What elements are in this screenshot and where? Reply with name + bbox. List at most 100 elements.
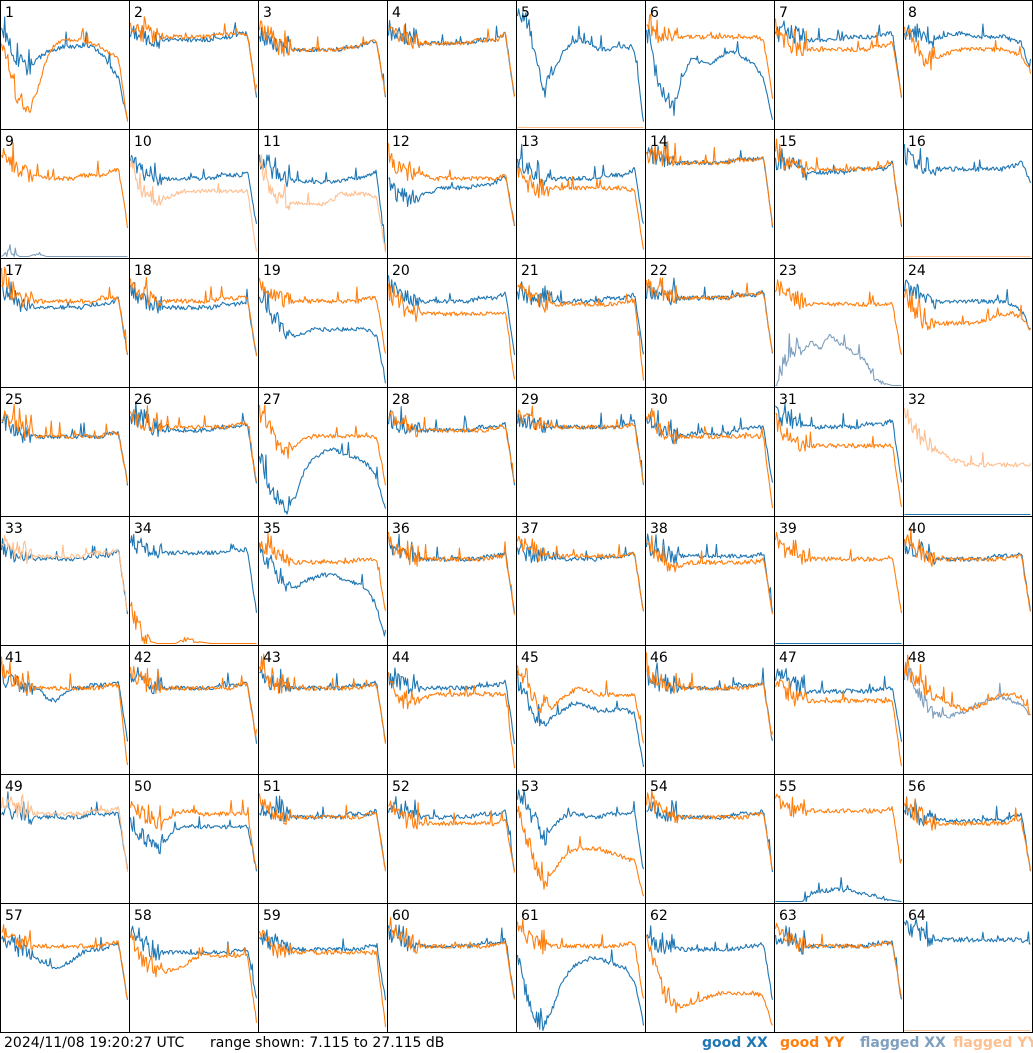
trace-yy-panel-15 [774, 138, 903, 226]
panel-frame [129, 0, 259, 130]
panel-50: 50 [129, 774, 259, 904]
trace-yy-panel-62 [645, 935, 773, 1026]
panel-64: 64 [903, 903, 1033, 1033]
trace-yy-panel-24 [903, 288, 1031, 331]
panel-frame [258, 0, 388, 130]
trace-yy-panel-25 [1, 403, 129, 484]
panel-frame [387, 258, 517, 388]
panel-34: 34 [129, 516, 259, 646]
panel-3: 3 [258, 0, 388, 130]
panel-frame [258, 903, 388, 1033]
panel-label: 22 [650, 263, 668, 279]
panel-label: 33 [5, 521, 23, 537]
trace-yy-panel-41 [0, 656, 129, 766]
trace-xx-panel-49 [1, 791, 129, 870]
panel-label: 23 [779, 263, 797, 279]
trace-xx-panel-45 [516, 670, 645, 767]
trace-xx-panel-59 [259, 929, 387, 1001]
panel-48: 48 [903, 645, 1033, 775]
panel-frame [129, 258, 259, 388]
panel-9: 9 [0, 129, 130, 259]
panel-frame [774, 645, 904, 775]
panel-label: 11 [263, 134, 281, 150]
panel-36: 36 [387, 516, 517, 646]
panel-label: 4 [392, 5, 401, 21]
legend-good-yy: good YY [780, 1035, 845, 1051]
panel-40: 40 [903, 516, 1033, 646]
panel-label: 64 [908, 908, 926, 924]
trace-yy-panel-4 [388, 24, 516, 97]
trace-yy-panel-47 [774, 678, 903, 767]
panel-label: 5 [521, 5, 530, 21]
panel-label: 61 [521, 908, 539, 924]
trace-yy-panel-22 [645, 277, 774, 353]
trace-yy-panel-12 [387, 143, 516, 226]
trace-xx-panel-5 [516, 8, 645, 122]
trace-yy-panel-46 [645, 652, 774, 737]
panel-frame [516, 258, 646, 388]
trace-yy-panel-26 [129, 405, 258, 482]
legend-flagged-yy: flagged YY [953, 1035, 1033, 1051]
trace-yy-panel-34 [129, 601, 257, 645]
panel-63: 63 [774, 903, 904, 1033]
trace-yy-panel-56 [903, 797, 1032, 871]
panel-60: 60 [387, 903, 517, 1033]
panel-30: 30 [645, 387, 775, 517]
panel-27: 27 [258, 387, 388, 517]
panel-label: 37 [521, 521, 539, 537]
panel-32: 32 [903, 387, 1033, 517]
trace-yy-panel-50 [129, 799, 258, 869]
panel-frame [774, 258, 904, 388]
range-text: range shown: 7.115 to 27.115 dB [210, 1035, 445, 1051]
legend-good-xx: good XX [702, 1035, 768, 1051]
trace-yy-panel-52 [388, 800, 516, 873]
panel-frame [516, 0, 646, 130]
panel-33: 33 [0, 516, 130, 646]
panel-13: 13 [516, 129, 646, 259]
panel-label: 44 [392, 650, 410, 666]
panel-label: 26 [134, 392, 152, 408]
panel-39: 39 [774, 516, 904, 646]
panel-label: 46 [650, 650, 668, 666]
panel-frame [645, 516, 775, 646]
panel-label: 2 [134, 5, 143, 21]
trace-xx-panel-24 [903, 279, 1031, 330]
trace-xx-panel-31 [775, 403, 903, 483]
trace-yy-panel-44 [387, 672, 516, 769]
trace-yy-panel-17 [0, 266, 129, 356]
panel-7: 7 [774, 0, 904, 130]
trace-yy-panel-31 [775, 412, 903, 508]
panel-frame [903, 0, 1033, 130]
panel-frame [0, 387, 130, 517]
panel-label: 31 [779, 392, 797, 408]
panel-label: 41 [5, 650, 23, 666]
panel-14: 14 [645, 129, 775, 259]
trace-xx-panel-62 [646, 925, 774, 1000]
panel-11: 11 [258, 129, 388, 259]
panel-43: 43 [258, 645, 388, 775]
trace-yy-panel-7 [774, 18, 903, 98]
panel-label: 10 [134, 134, 152, 150]
trace-yy-panel-33 [1, 534, 129, 612]
panel-label: 19 [263, 263, 281, 279]
panel-label: 14 [650, 134, 668, 150]
panel-58: 58 [129, 903, 259, 1033]
trace-xx-panel-44 [387, 667, 516, 744]
panel-57: 57 [0, 903, 130, 1033]
panel-frame [645, 387, 775, 517]
panel-frame [387, 129, 517, 259]
panel-19: 19 [258, 258, 388, 388]
panel-5: 5 [516, 0, 646, 130]
panel-label: 50 [134, 779, 152, 795]
trace-yy-panel-2 [129, 16, 258, 92]
panel-label: 13 [521, 134, 539, 150]
trace-xx-panel-12 [388, 175, 516, 226]
panel-56: 56 [903, 774, 1033, 904]
panel-frame [258, 258, 388, 388]
panel-frame [903, 387, 1033, 517]
trace-xx-panel-55 [775, 876, 902, 903]
trace-yy-panel-38 [645, 535, 774, 615]
trace-yy-panel-29 [516, 405, 645, 484]
trace-yy-panel-51 [258, 793, 387, 872]
panel-17: 17 [0, 258, 130, 388]
